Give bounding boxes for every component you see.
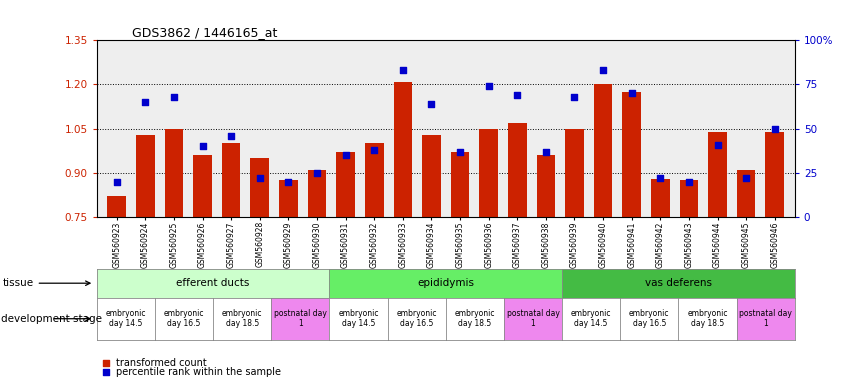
- Point: [368, 147, 381, 153]
- Text: embryonic
day 16.5: embryonic day 16.5: [629, 309, 669, 328]
- Text: efferent ducts: efferent ducts: [177, 278, 250, 288]
- Point: [768, 126, 781, 132]
- Bar: [565, 129, 584, 217]
- Bar: [594, 84, 612, 217]
- Text: transformed count: transformed count: [116, 358, 207, 368]
- Point: [482, 83, 495, 89]
- Text: embryonic
day 14.5: embryonic day 14.5: [338, 309, 378, 328]
- Text: embryonic
day 14.5: embryonic day 14.5: [571, 309, 611, 328]
- Point: [711, 141, 724, 147]
- Bar: [651, 179, 669, 217]
- Text: GDS3862 / 1446165_at: GDS3862 / 1446165_at: [131, 26, 277, 39]
- Bar: [765, 132, 784, 217]
- Point: [625, 90, 638, 96]
- Point: [282, 179, 295, 185]
- Text: postnatal day
1: postnatal day 1: [739, 309, 792, 328]
- Bar: [279, 180, 298, 217]
- Point: [225, 132, 238, 139]
- Bar: [136, 134, 155, 217]
- Point: [99, 369, 113, 375]
- Bar: [537, 155, 555, 217]
- Bar: [336, 152, 355, 217]
- Text: embryonic
day 18.5: embryonic day 18.5: [455, 309, 495, 328]
- Point: [596, 67, 610, 73]
- Text: postnatal day
1: postnatal day 1: [506, 309, 559, 328]
- Point: [196, 143, 209, 149]
- Point: [139, 99, 152, 105]
- Text: embryonic
day 16.5: embryonic day 16.5: [396, 309, 436, 328]
- Text: epididymis: epididymis: [417, 278, 474, 288]
- Bar: [222, 143, 241, 217]
- Bar: [251, 158, 269, 217]
- Bar: [451, 152, 469, 217]
- Point: [682, 179, 696, 185]
- Text: tissue: tissue: [3, 278, 90, 288]
- Point: [110, 179, 124, 185]
- Bar: [479, 129, 498, 217]
- Point: [453, 149, 467, 155]
- Point: [167, 94, 181, 100]
- Bar: [365, 143, 383, 217]
- Point: [568, 94, 581, 100]
- Bar: [422, 134, 441, 217]
- Bar: [308, 170, 326, 217]
- Bar: [108, 196, 126, 217]
- Point: [425, 101, 438, 107]
- Text: embryonic
day 18.5: embryonic day 18.5: [222, 309, 262, 328]
- Point: [653, 175, 667, 181]
- Point: [310, 170, 324, 176]
- Bar: [622, 92, 641, 217]
- Bar: [680, 180, 698, 217]
- Text: development stage: development stage: [1, 314, 102, 324]
- Bar: [737, 170, 755, 217]
- Text: vas deferens: vas deferens: [645, 278, 712, 288]
- Text: percentile rank within the sample: percentile rank within the sample: [116, 367, 281, 377]
- Point: [396, 67, 410, 73]
- Bar: [508, 123, 526, 217]
- Text: embryonic
day 14.5: embryonic day 14.5: [106, 309, 146, 328]
- Point: [253, 175, 267, 181]
- Bar: [165, 129, 183, 217]
- Text: embryonic
day 16.5: embryonic day 16.5: [164, 309, 204, 328]
- Text: embryonic
day 18.5: embryonic day 18.5: [687, 309, 727, 328]
- Point: [510, 92, 524, 98]
- Point: [339, 152, 352, 158]
- Text: postnatal day
1: postnatal day 1: [274, 309, 327, 328]
- Bar: [708, 132, 727, 217]
- Point: [739, 175, 753, 181]
- Bar: [394, 81, 412, 217]
- Bar: [193, 155, 212, 217]
- Point: [539, 149, 553, 155]
- Point: [99, 360, 113, 366]
